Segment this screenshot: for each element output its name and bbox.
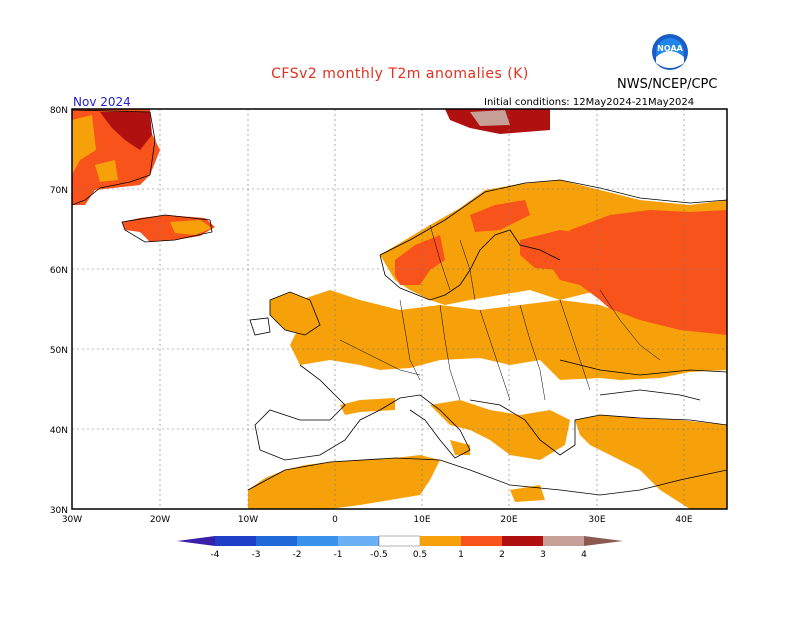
- colorbar-swatch: [502, 536, 543, 546]
- lon-label: 20E: [500, 515, 517, 525]
- colorbar-label: -3: [252, 550, 261, 560]
- forecast-month: Nov 2024: [73, 95, 131, 109]
- logo-text: NOAA: [657, 44, 683, 53]
- map-title: CFSv2 monthly T2m anomalies (K): [271, 66, 529, 82]
- anomaly-italy-south: [450, 440, 470, 455]
- anomaly-russia: [550, 210, 727, 335]
- lat-label: 30N: [50, 506, 68, 516]
- colorbar-swatch: [420, 536, 461, 546]
- colorbar-label: -4: [211, 550, 220, 560]
- lat-label: 50N: [50, 346, 68, 356]
- colorbar-label: 1: [458, 550, 464, 560]
- graticule: [72, 109, 727, 509]
- country-borders: [339, 224, 661, 401]
- colorbar-swatch: [297, 536, 338, 546]
- anomaly-north-africa: [248, 455, 440, 509]
- colorbar: -4 -3 -2 -1 -0.5 0.5 1 2 3 4: [177, 535, 623, 560]
- colorbar-label: 2: [499, 550, 505, 560]
- colorbar-label: 0.5: [413, 550, 427, 560]
- colorbar-cap-low: [177, 536, 215, 546]
- colorbar-label: -2: [293, 550, 302, 560]
- lat-label: 70N: [50, 186, 68, 196]
- lon-label: 20W: [150, 515, 170, 525]
- colorbar-label: -1: [334, 550, 343, 560]
- anomaly-sweden-red: [470, 200, 530, 232]
- anomaly-balkans: [430, 400, 570, 460]
- initial-conditions: Initial conditions: 12May2024-21May2024: [484, 97, 695, 108]
- anomaly-central-europe: [290, 290, 727, 380]
- anomaly-iran: [660, 445, 727, 490]
- lon-axis: 30W 20W 10W 0 10E 20E 30E 40E: [62, 515, 693, 525]
- anomaly-libya: [510, 485, 545, 502]
- lon-label: 10E: [413, 515, 430, 525]
- colorbar-swatch: [215, 536, 256, 546]
- anomaly-spain-north: [340, 398, 395, 415]
- lon-label: 30W: [62, 515, 82, 525]
- colorbar-swatch: [338, 536, 379, 546]
- lat-label: 60N: [50, 266, 68, 276]
- anomaly-norway-red: [395, 235, 445, 285]
- lat-axis: 80N 70N 60N 50N 40N 30N: [50, 106, 68, 516]
- lon-label: 30E: [588, 515, 605, 525]
- colorbar-label: -0.5: [370, 550, 388, 560]
- noaa-logo-icon: NOAA: [652, 34, 688, 70]
- lon-label: 10W: [238, 515, 258, 525]
- anomaly-britain: [270, 292, 320, 335]
- anomaly-layer: [72, 109, 727, 509]
- anomaly-greenland-orange2: [95, 160, 118, 182]
- colorbar-swatch: [461, 536, 502, 546]
- lon-label: 40E: [675, 515, 692, 525]
- lat-label: 80N: [50, 106, 68, 116]
- anomaly-iceland-orange: [170, 220, 212, 235]
- agency-label: NWS/NCEP/CPC: [617, 77, 718, 92]
- colorbar-cap-high: [584, 536, 623, 546]
- colorbar-swatch: [378, 535, 421, 547]
- anomaly-greenland-orange: [72, 115, 96, 175]
- lat-label: 40N: [50, 426, 68, 436]
- colorbar-swatch: [543, 536, 584, 546]
- colorbar-swatch: [256, 536, 297, 546]
- lon-label: 0: [332, 515, 338, 525]
- colorbar-label: 4: [581, 550, 587, 560]
- colorbar-label: 3: [540, 550, 546, 560]
- anomaly-greenland-darkred: [100, 112, 152, 150]
- anomaly-svalbard-light: [470, 110, 510, 126]
- map-frame: [71, 108, 728, 510]
- coastlines: [72, 109, 727, 496]
